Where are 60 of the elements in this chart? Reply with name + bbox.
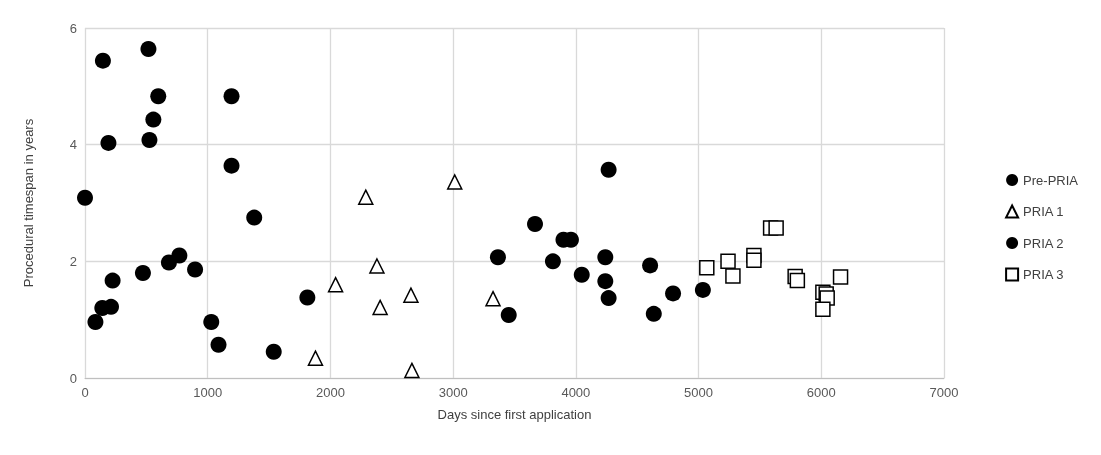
- point: [645, 305, 662, 322]
- point: [145, 111, 162, 128]
- point: [160, 254, 177, 271]
- point: [699, 260, 715, 276]
- y-tick-label: 2: [69, 253, 77, 269]
- point: [265, 343, 282, 360]
- point: [832, 269, 849, 285]
- x-tick-label: 4000: [561, 385, 591, 400]
- point: [600, 290, 617, 307]
- point: [187, 261, 204, 278]
- point: [694, 281, 711, 298]
- point: [404, 362, 420, 379]
- legend-label: PRIA 3: [1023, 267, 1064, 282]
- y-tick-label: 6: [69, 20, 77, 36]
- point: [573, 266, 590, 283]
- point: [223, 88, 240, 105]
- point: [203, 314, 220, 330]
- point: [100, 134, 117, 151]
- point: [210, 336, 227, 353]
- point: [489, 249, 506, 266]
- y-tick-label: 4: [69, 137, 77, 153]
- point: [103, 298, 120, 315]
- x-axis-title: Days since first application: [437, 407, 592, 422]
- point: [94, 52, 111, 69]
- point: [134, 265, 151, 281]
- point: [500, 307, 517, 323]
- point: [665, 285, 682, 302]
- x-tick-label: 6000: [806, 385, 836, 400]
- point: [246, 209, 263, 226]
- legend-label: PRIA 2: [1023, 235, 1064, 251]
- x-tick-label: 2000: [315, 385, 345, 400]
- point: [372, 299, 388, 316]
- point: [223, 157, 240, 174]
- point: [150, 88, 167, 105]
- point: [642, 257, 659, 274]
- x-tick-label: 1000: [193, 385, 223, 400]
- point: [527, 216, 543, 232]
- x-tick-label: 5000: [684, 385, 714, 400]
- point: [87, 314, 104, 330]
- legend-label: PRIA 1: [1023, 204, 1064, 219]
- y-tick-label: 0: [69, 370, 77, 386]
- point: [299, 289, 316, 306]
- point: [600, 161, 617, 178]
- point: [720, 253, 736, 270]
- point: [141, 132, 158, 148]
- point: [104, 272, 121, 289]
- point: [597, 273, 614, 290]
- point: [746, 252, 762, 268]
- point: [544, 253, 561, 270]
- legend-label: Pre-PRIA: [1023, 172, 1079, 188]
- x-tick-label: 0: [81, 385, 89, 400]
- point: [789, 272, 806, 289]
- point: [597, 249, 614, 266]
- x-tick-label: 7000: [929, 385, 959, 400]
- point: [140, 41, 157, 57]
- x-tick-label: 3000: [438, 385, 468, 400]
- point: [815, 301, 831, 317]
- point: [77, 189, 93, 206]
- point: [768, 220, 784, 236]
- y-axis-title: Procedural timespan in years: [21, 118, 36, 288]
